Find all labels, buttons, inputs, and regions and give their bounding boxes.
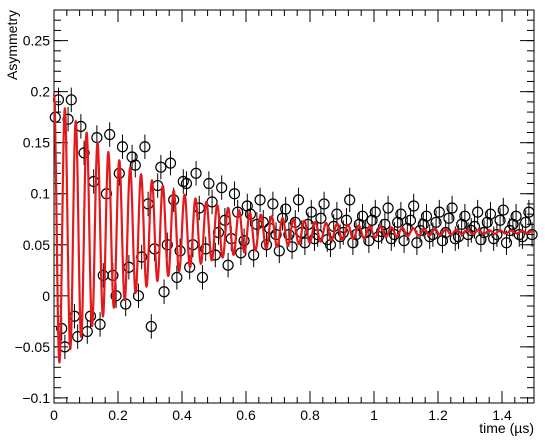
data-point [292,194,305,206]
data-point [510,210,522,222]
y-tick-label: 0.25 [23,33,50,49]
data-point [254,194,266,206]
data-point [500,237,513,249]
data-point [158,286,170,298]
data-point [318,198,330,210]
data-point [443,212,455,224]
data-point [472,206,484,218]
data-point [78,147,90,159]
x-axis-label: time (µs) [479,420,534,436]
data-point [440,226,452,239]
data-point [203,177,215,190]
data-point [104,128,116,141]
data-point [280,203,292,215]
y-axis-ticks: −0.1 −0.05 0 0.05 0.1 0.15 0.2 0.25 [15,19,534,406]
data-point [273,245,285,257]
x-tick-label: 1.4 [492,407,512,423]
data-point [369,206,381,218]
data-point [235,247,247,259]
data-point [305,206,317,218]
data-point [526,228,538,241]
plot-frame [53,9,535,404]
y-axis-label: Asymmetry [4,10,20,80]
data-point [379,218,391,230]
data-point [411,237,423,249]
data-point [65,94,77,106]
data-point [177,175,189,188]
data-point [478,226,490,239]
data-point [424,231,436,243]
data-point [468,220,481,233]
y-tick-label: −0.05 [15,339,51,355]
data-point [408,200,420,212]
y-tick-label: 0.05 [23,237,50,253]
data-point [132,290,145,302]
x-tick-label: 0.8 [300,407,320,423]
data-point [139,141,151,153]
data-point [222,259,234,271]
data-point [267,198,279,210]
data-point [248,249,260,261]
data-point [216,182,228,194]
x-tick-label: 1.2 [428,407,448,423]
data-point [513,228,525,241]
data-point [523,206,535,218]
data-point [446,202,458,214]
x-tick-label: 0 [50,407,58,423]
data-point [228,188,241,200]
data-point [433,206,445,218]
data-point [504,224,516,237]
data-point [356,210,369,222]
data-point [475,234,487,246]
y-tick-label: −0.1 [22,390,50,406]
data-point [398,235,410,247]
data-point [72,331,84,343]
data-point [171,271,183,284]
data-point [395,208,407,220]
data-point [155,161,167,173]
data-point [449,233,461,245]
x-tick-label: 0.4 [172,407,192,423]
data-point [315,212,327,224]
data-point [116,141,129,153]
data-point [404,214,417,226]
fit-curve [52,94,535,364]
data-point [164,157,177,169]
x-tick-label: 1 [370,407,378,423]
data-point [494,214,506,226]
data-point [180,177,193,190]
data-point [420,210,433,222]
y-tick-label: 0.1 [31,186,51,202]
data-point [430,216,442,228]
y-tick-label: 0.2 [31,84,51,100]
x-axis-ticks: 0 0.2 0.4 0.6 0.8 1 1.2 1.4 [50,10,529,423]
x-tick-label: 0.2 [108,407,128,423]
data-point [497,204,509,216]
y-tick-label: 0.15 [23,135,50,151]
data-point [94,318,106,330]
y-tick-label: 0 [42,288,50,304]
data-point [484,208,497,220]
data-point [331,208,343,220]
data-point [520,216,532,228]
data-point [196,271,209,284]
data-point [129,159,141,171]
data-point [190,167,202,179]
data-point [459,210,471,222]
data-points [49,94,538,353]
data-point [344,194,356,206]
data-point [260,239,273,251]
data-point [491,228,503,241]
data-point [363,235,375,247]
data-point [286,241,298,253]
data-point [382,202,394,214]
data-point [145,320,157,333]
x-tick-label: 0.6 [236,407,256,423]
